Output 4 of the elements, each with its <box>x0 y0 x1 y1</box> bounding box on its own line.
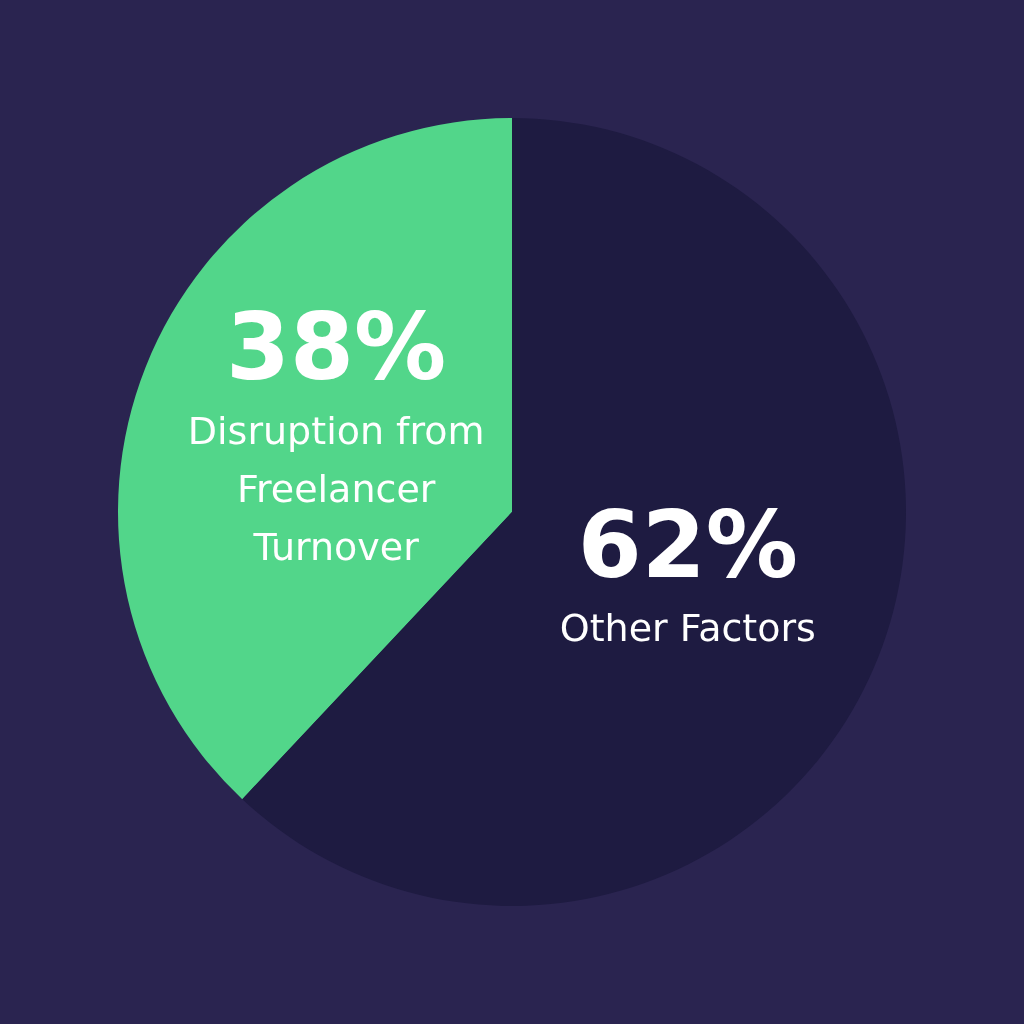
slice-label: Disruption from Freelancer Turnover <box>187 409 485 570</box>
data-label: 62% <box>577 491 798 599</box>
slice-label: Other Factors <box>559 606 816 651</box>
data-label: 38% <box>226 294 447 402</box>
